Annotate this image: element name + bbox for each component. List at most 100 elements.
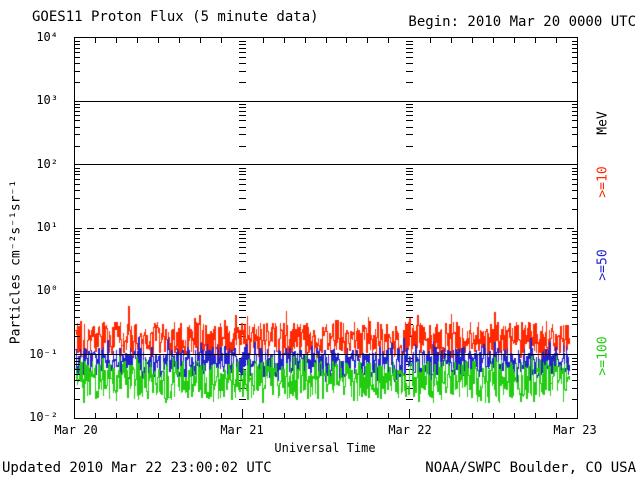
y-minor-tick-left <box>75 120 80 122</box>
y-minor-tick-right <box>572 237 577 239</box>
y-minor-tick-right <box>572 40 577 42</box>
y-minor-tick-left <box>75 134 80 136</box>
y-minor-tick-left <box>75 398 80 400</box>
y-minor-tick-right <box>572 364 577 366</box>
begin-timestamp: Begin: 2010 Mar 20 0000 UTC <box>408 14 636 30</box>
y-tick-label: 10⁻¹ <box>29 346 58 361</box>
legend-ge10-mev: >=10 <box>595 166 611 198</box>
y-minor-tick-left <box>75 167 80 169</box>
x-minor-tick-top <box>367 38 369 43</box>
y-minor-tick-left <box>75 63 80 65</box>
x-minor-tick-bottom <box>137 413 139 418</box>
y-minor-tick-right <box>572 261 577 263</box>
h-gridline-1e2 <box>75 164 577 166</box>
x-minor-tick-top <box>283 38 285 43</box>
y-minor-tick-right <box>572 316 577 318</box>
y-minor-tick-right <box>572 368 577 370</box>
x-major-tick-bottom <box>409 409 411 418</box>
y-minor-tick-left <box>75 253 80 255</box>
y-minor-tick-left <box>75 310 80 312</box>
x-minor-tick-top <box>346 38 348 43</box>
y-minor-tick-left <box>75 107 80 109</box>
y-minor-tick-right <box>572 178 577 180</box>
y-minor-tick-right <box>572 134 577 136</box>
y-minor-tick-right <box>572 174 577 176</box>
x-minor-tick-top <box>513 38 515 43</box>
y-minor-tick-right <box>572 63 577 65</box>
y-minor-tick-right <box>572 208 577 210</box>
x-axis-label: Universal Time <box>274 441 376 455</box>
h-gridline-1e-1 <box>75 354 577 356</box>
y-minor-tick-left <box>75 387 80 389</box>
y-minor-tick-left <box>75 40 80 42</box>
plot-area <box>74 37 578 419</box>
y-minor-tick-left <box>75 324 80 326</box>
x-minor-tick-bottom <box>555 413 557 418</box>
y-minor-tick-left <box>75 364 80 366</box>
y-minor-tick-left <box>75 237 80 239</box>
y-minor-tick-right <box>572 57 577 59</box>
y-minor-tick-left <box>75 230 80 232</box>
y-tick-label: 10² <box>36 156 58 171</box>
y-minor-tick-left <box>75 305 80 307</box>
y-tick-label: 10¹ <box>36 220 58 234</box>
x-minor-tick-top <box>95 38 97 43</box>
x-minor-tick-bottom <box>220 413 222 418</box>
source-credit: NOAA/SWPC Boulder, CO USA <box>425 460 636 476</box>
x-minor-tick-top <box>179 38 181 43</box>
y-minor-tick-right <box>572 297 577 299</box>
x-minor-tick-top <box>430 38 432 43</box>
x-minor-tick-top <box>116 38 118 43</box>
y-minor-tick-right <box>572 253 577 255</box>
y-minor-tick-right <box>572 357 577 359</box>
y-minor-tick-left <box>75 294 80 296</box>
y-minor-tick-right <box>572 234 577 236</box>
y-minor-tick-right <box>572 373 577 375</box>
x-minor-tick-bottom <box>430 413 432 418</box>
y-minor-tick-left <box>75 178 80 180</box>
x-tick-label-mar20: Mar 20 <box>54 423 98 437</box>
x-minor-tick-top <box>451 38 452 43</box>
y-minor-tick-right <box>572 44 577 46</box>
x-minor-tick-top <box>388 38 390 43</box>
y-minor-tick-left <box>75 247 80 249</box>
y-minor-tick-right <box>572 230 577 232</box>
y-minor-tick-right <box>572 170 577 172</box>
x-minor-tick-bottom <box>388 413 390 418</box>
y-minor-tick-right <box>572 242 577 244</box>
y-minor-tick-right <box>572 126 577 128</box>
y-minor-tick-left <box>75 301 80 303</box>
y-tick-label: 10⁴ <box>36 30 58 44</box>
y-minor-tick-left <box>75 126 80 128</box>
y-minor-tick-right <box>572 360 577 362</box>
x-tick-label-mar22: Mar 22 <box>388 423 432 437</box>
y-minor-tick-right <box>572 115 577 117</box>
h-gridline-1e3 <box>75 100 577 102</box>
y-minor-tick-right <box>572 335 577 337</box>
h-gridline-1e0 <box>75 290 577 292</box>
y-minor-tick-left <box>75 234 80 236</box>
y-minor-tick-right <box>572 120 577 122</box>
y-minor-tick-left <box>75 44 80 46</box>
y-minor-tick-left <box>75 373 80 375</box>
x-minor-tick-bottom <box>283 413 285 418</box>
y-minor-tick-left <box>75 115 80 117</box>
y-minor-tick-left <box>75 111 80 113</box>
y-minor-tick-left <box>75 189 80 191</box>
legend-mev-unit: MeV <box>595 111 611 135</box>
y-minor-tick-left <box>75 170 80 172</box>
chart-title: GOES11 Proton Flux (5 minute data) <box>32 9 319 25</box>
x-minor-tick-bottom <box>116 413 118 418</box>
x-minor-tick-top <box>304 38 306 43</box>
x-minor-tick-top <box>158 38 160 43</box>
y-tick-label: 10⁰ <box>36 283 58 298</box>
x-minor-tick-bottom <box>346 413 348 418</box>
y-minor-tick-left <box>75 57 80 59</box>
y-minor-tick-left <box>75 183 80 185</box>
y-minor-tick-left <box>75 242 80 244</box>
x-minor-tick-top <box>471 38 473 43</box>
y-minor-tick-right <box>572 167 577 169</box>
x-minor-tick-top <box>492 38 494 43</box>
y-minor-tick-left <box>75 104 80 106</box>
